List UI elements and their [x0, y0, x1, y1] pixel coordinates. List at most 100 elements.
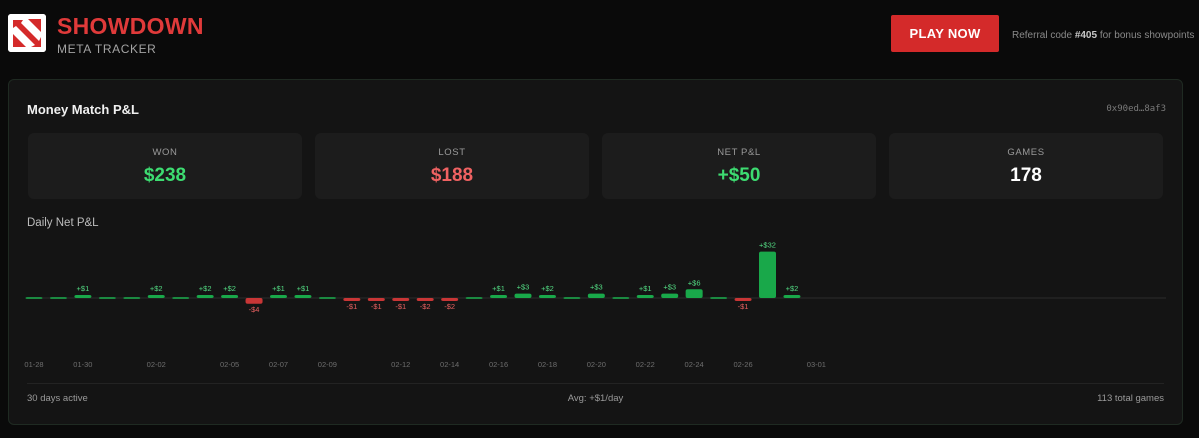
bar-01-28[interactable]: [25, 297, 43, 299]
data-label: -$1: [346, 302, 357, 311]
x-tick-label: 02-12: [391, 360, 410, 369]
x-tick-label: 02-26: [733, 360, 752, 369]
bar-02-09[interactable]: [318, 297, 336, 299]
daily-pnl-chart: +$1 +$2 +$2 +$2 -$4 +$1 +$1 -$1 -$1 -$1 -$2 -$2 +$1 +…: [24, 241, 1166, 369]
bar-02-13[interactable]: [416, 298, 434, 301]
bar-01-29[interactable]: [49, 297, 67, 299]
days-active: 30 days active: [27, 393, 88, 404]
stat-label: GAMES: [1007, 147, 1045, 158]
data-label: -$1: [371, 302, 382, 311]
data-label: +$3: [590, 283, 603, 292]
divider: [27, 383, 1164, 384]
stat-value: +$50: [717, 165, 761, 186]
dota-logo-icon: [8, 14, 46, 52]
referral-text: Referral code #405 for bonus showpoints: [1012, 30, 1194, 41]
card-title: Money Match P&L: [27, 102, 139, 117]
referral-prefix: Referral code: [1012, 30, 1075, 41]
bar-02-12[interactable]: [392, 298, 410, 301]
brand-subtitle: META TRACKER: [57, 42, 157, 56]
bar-02-22[interactable]: [636, 295, 654, 298]
data-label: +$1: [272, 284, 285, 293]
bar-02-24[interactable]: [685, 289, 703, 298]
stat-lost: LOST $188: [315, 133, 589, 199]
bar-02-14[interactable]: [441, 298, 459, 301]
data-label: +$6: [688, 278, 701, 287]
x-tick-label: 02-18: [538, 360, 557, 369]
bar-02-08[interactable]: [294, 295, 312, 298]
bar-01-30[interactable]: [74, 295, 92, 298]
x-tick-label: 02-09: [318, 360, 337, 369]
header: SHOWDOWN META TRACKER PLAY NOW Referral …: [0, 0, 1199, 75]
bar-02-16[interactable]: [490, 295, 508, 298]
stat-games: GAMES 178: [889, 133, 1163, 199]
x-tick-label: 02-24: [685, 360, 704, 369]
bar-02-19[interactable]: [563, 297, 581, 299]
x-tick-label: 02-16: [489, 360, 508, 369]
bar-02-17[interactable]: [514, 293, 532, 298]
referral-code: #405: [1074, 30, 1098, 41]
x-tick-label: 02-07: [269, 360, 288, 369]
data-label: +$1: [297, 284, 310, 293]
x-tick-label: 02-20: [587, 360, 606, 369]
bar-02-06[interactable]: [245, 298, 263, 304]
data-label: +$1: [492, 284, 505, 293]
data-label: +$2: [223, 284, 236, 293]
bar-02-03[interactable]: [172, 297, 190, 299]
data-label: -$1: [738, 302, 749, 311]
data-label: +$3: [663, 283, 676, 292]
bar-02-11[interactable]: [367, 298, 385, 301]
bar-02-07[interactable]: [270, 295, 287, 298]
bar-02-02[interactable]: [147, 295, 165, 298]
x-tick-label: 02-14: [440, 360, 459, 369]
bar-02-25[interactable]: [710, 297, 728, 299]
total-games: 113 total games: [1097, 393, 1164, 404]
chart-title: Daily Net P&L: [27, 217, 99, 229]
data-label: +$3: [517, 283, 530, 292]
data-label: -$2: [444, 302, 455, 311]
logo: [8, 14, 46, 52]
bar-02-27[interactable]: [759, 251, 776, 298]
data-label: +$1: [77, 284, 90, 293]
stat-value: $188: [430, 165, 474, 186]
bar-02-18[interactable]: [538, 295, 556, 298]
stat-label: WON: [152, 147, 178, 158]
play-now-button[interactable]: PLAY NOW: [891, 15, 999, 52]
pnl-card: Money Match P&L 0x90ed…8af3 WON $238 LOS…: [8, 79, 1183, 425]
bar-02-15[interactable]: [465, 297, 483, 299]
bar-02-20[interactable]: [587, 293, 605, 298]
brand-title: SHOWDOWN: [57, 13, 204, 39]
bar-02-26[interactable]: [734, 298, 752, 301]
stat-value: $238: [143, 165, 187, 186]
stat-label: LOST: [438, 147, 466, 158]
data-label: +$2: [150, 284, 163, 293]
referral-suffix: for bonus showpoints: [1097, 30, 1195, 41]
bar-02-01[interactable]: [123, 297, 141, 299]
x-tick-label: 01-28: [24, 360, 43, 369]
bar-02-04[interactable]: [196, 295, 214, 298]
stat-won: WON $238: [28, 133, 302, 199]
bar-02-28[interactable]: [783, 295, 801, 298]
x-tick-label: 02-22: [636, 360, 655, 369]
bar-02-21[interactable]: [612, 297, 630, 299]
x-tick-label: 03-01: [807, 360, 826, 369]
x-tick-label: 02-02: [147, 360, 166, 369]
bar-02-05[interactable]: [221, 295, 239, 298]
average-per-day: Avg: +$1/day: [567, 393, 624, 404]
x-tick-label: 01-30: [73, 360, 92, 369]
data-label: -$2: [420, 302, 431, 311]
wallet-address: 0x90ed…8af3: [1106, 104, 1166, 114]
stat-label: NET P&L: [717, 147, 761, 158]
data-label: +$2: [199, 284, 212, 293]
bar-01-31[interactable]: [98, 297, 116, 299]
stat-net-pnl: NET P&L +$50: [602, 133, 876, 199]
data-label: +$2: [541, 284, 554, 293]
bar-02-10[interactable]: [343, 298, 361, 301]
data-label: +$1: [639, 284, 652, 293]
data-label: -$4: [249, 305, 260, 314]
data-label: -$1: [395, 302, 406, 311]
bar-02-23[interactable]: [661, 293, 679, 298]
data-label: +$2: [786, 284, 799, 293]
stat-value: 178: [1010, 165, 1042, 186]
x-tick-label: 02-05: [220, 360, 239, 369]
data-label: +$32: [759, 241, 776, 250]
